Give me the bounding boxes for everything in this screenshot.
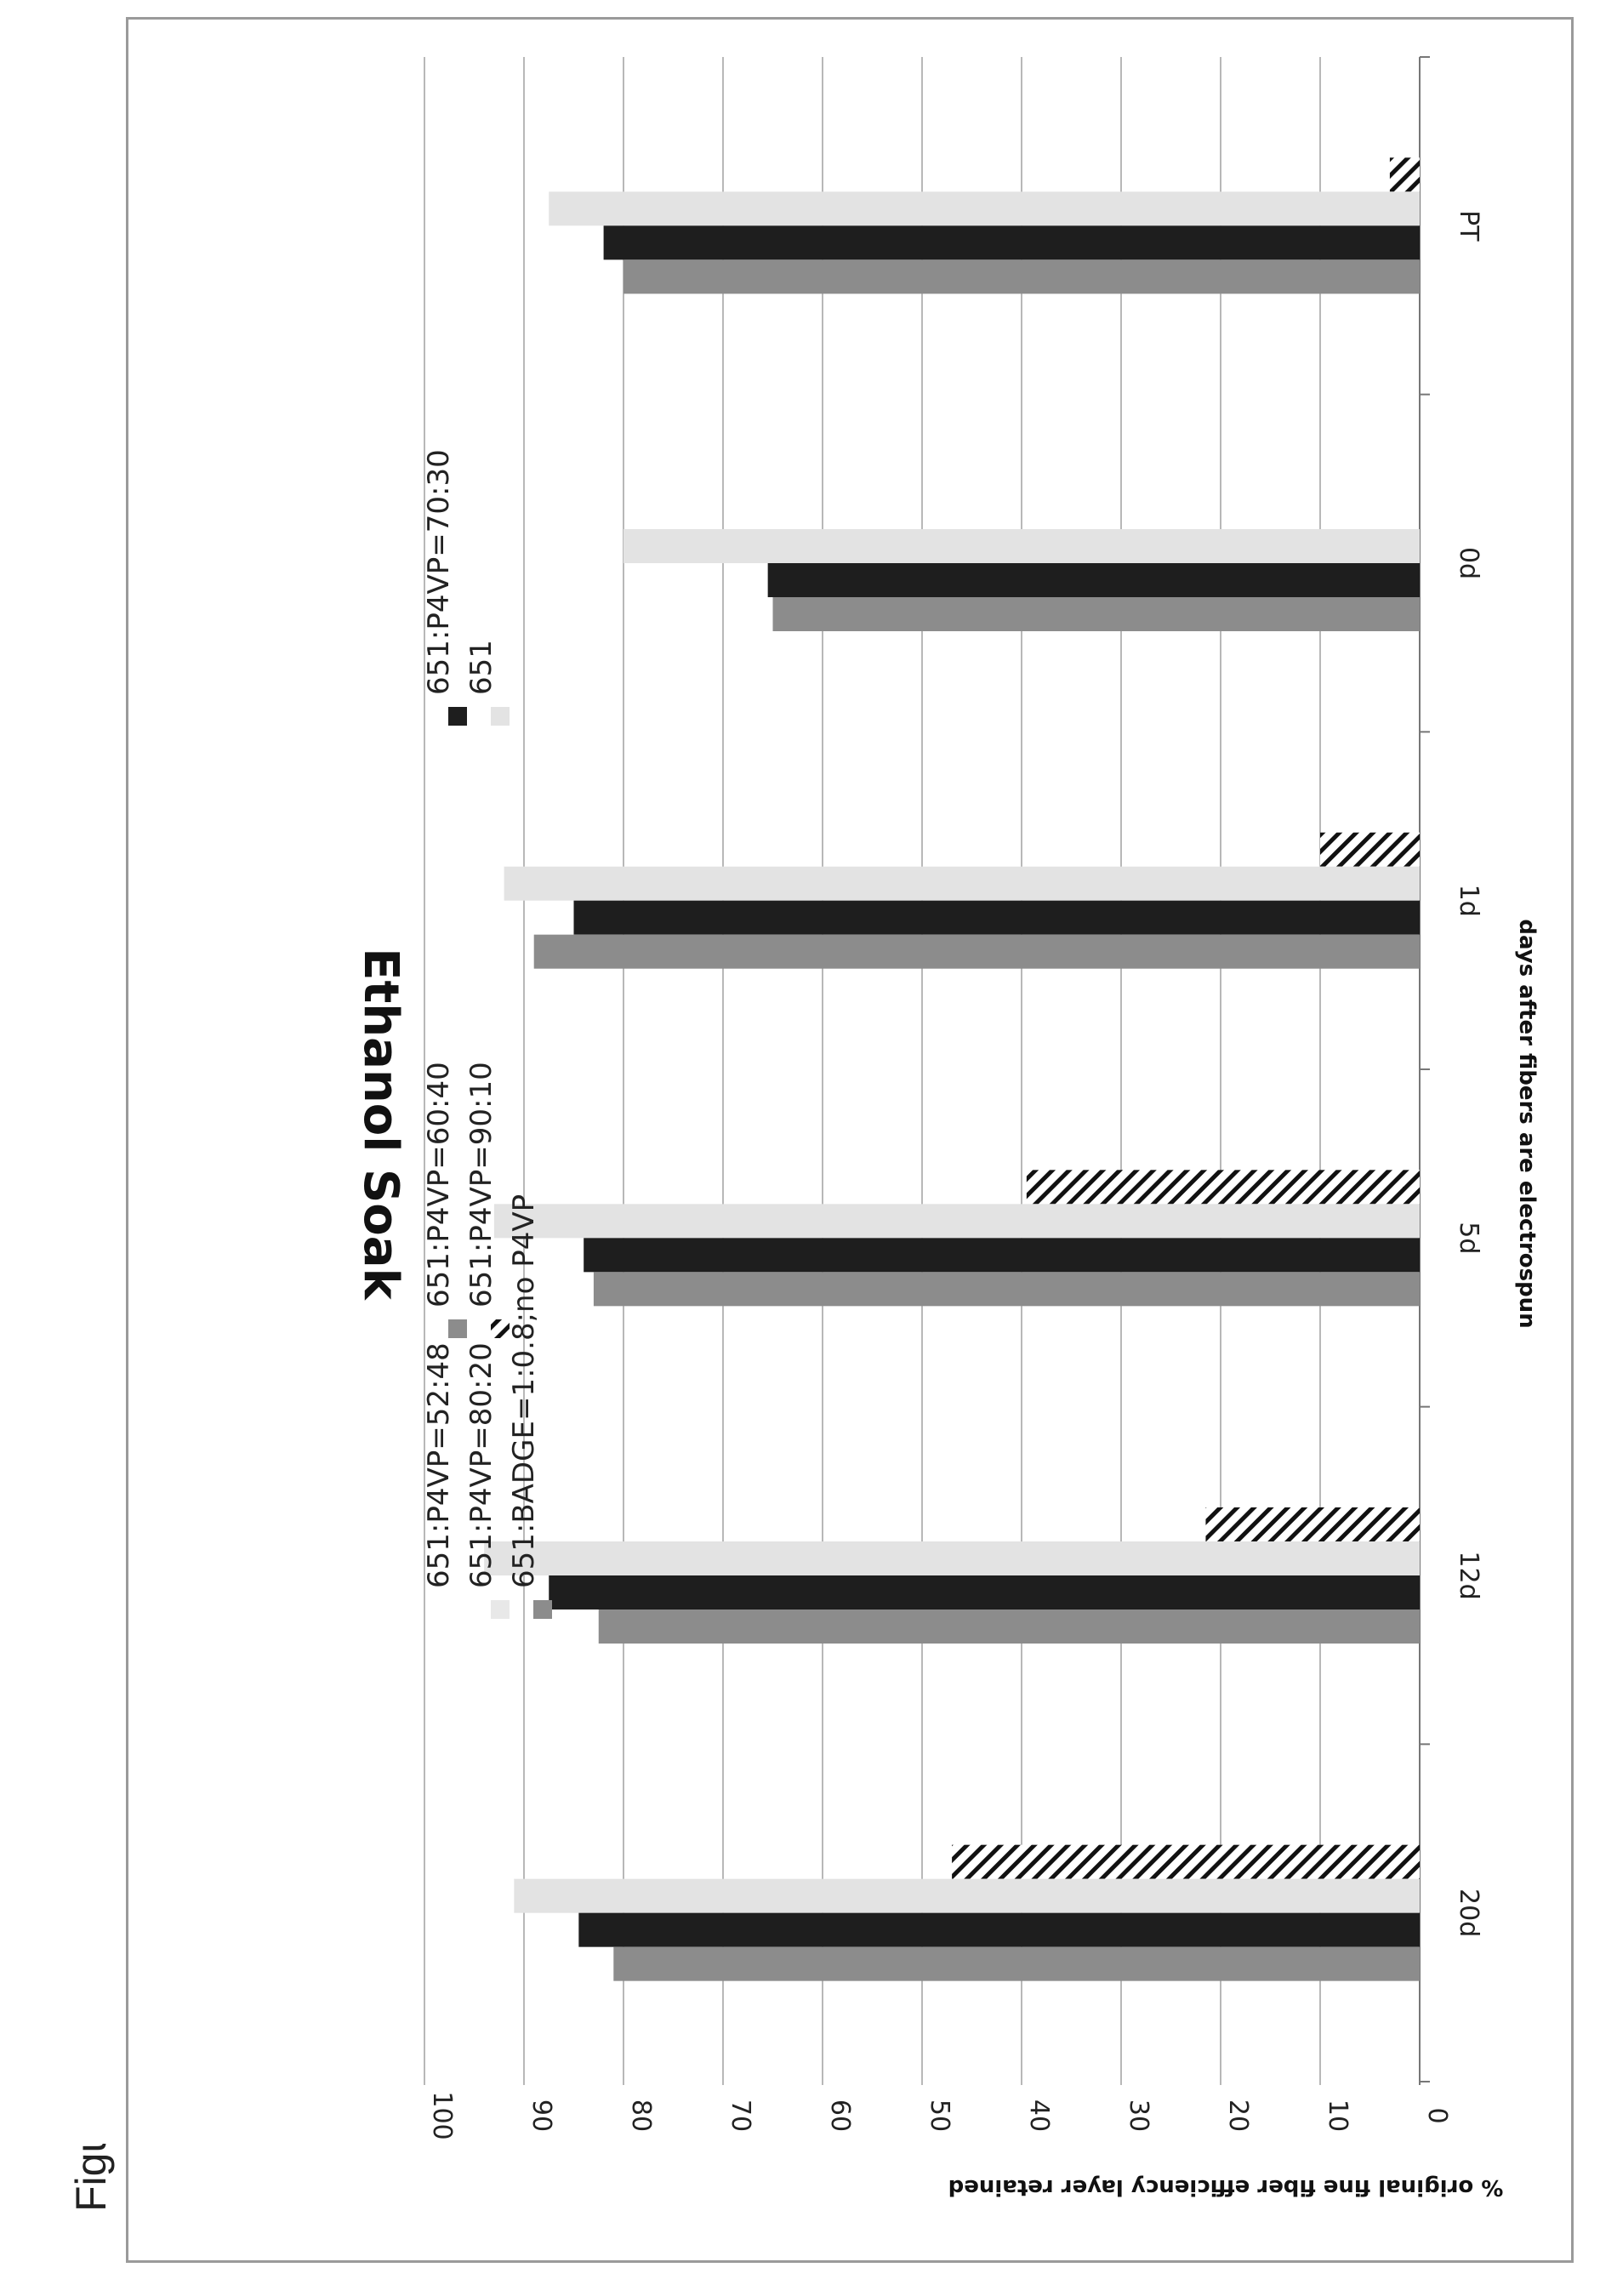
chart: 0 10 20 30 40 50 60 70 80 90 100 PT 0d 1d 5d 12d 20d 65… xyxy=(353,56,1540,2200)
y-tick-label: 70 xyxy=(726,2099,755,2132)
x-tick-label: PT xyxy=(1454,210,1483,242)
legend-swatch xyxy=(491,707,510,726)
y-tick-label: 0 xyxy=(1422,2107,1452,2123)
bar-1d-3 xyxy=(533,934,1421,969)
x-tick-label: 5d xyxy=(1454,1222,1483,1254)
y-tick-label: 90 xyxy=(527,2099,556,2132)
figure-label: Figure 6A xyxy=(67,2144,115,2212)
chart-container: 0 10 20 30 40 50 60 70 80 90 100 PT 0d 1d 5d 12d 20d 65… xyxy=(126,17,1574,2263)
y-tick-label: 60 xyxy=(825,2099,855,2132)
bar-12d-0 xyxy=(1205,1507,1420,1541)
y-tick-label: 50 xyxy=(925,2099,954,2132)
x-axis-title: days after fibers are electrospun xyxy=(1514,919,1540,1328)
bar-5d-1 xyxy=(493,1204,1420,1239)
bar-PT-3 xyxy=(623,259,1420,294)
bar-1d-1 xyxy=(504,866,1420,901)
bar-12d-1 xyxy=(484,1541,1421,1575)
bar-PT-0 xyxy=(1389,157,1420,192)
x-tick-label: 12d xyxy=(1454,1551,1483,1599)
gridlines xyxy=(424,56,1430,2085)
bar-PT-2 xyxy=(603,225,1420,260)
legend-label: 651:P4VP=52:48 xyxy=(422,1342,456,1588)
bar-1d-0 xyxy=(1320,832,1420,867)
legend-swatch xyxy=(448,1319,467,1338)
x-tick-label: 20d xyxy=(1454,1889,1483,1937)
figure-label-text: Figure 6A xyxy=(67,2144,115,2212)
legend-label: 651:P4VP=70:30 xyxy=(422,449,456,695)
bar-20d-2 xyxy=(578,1912,1420,1947)
y-tick-label: 100 xyxy=(427,2091,457,2139)
legend-swatch xyxy=(491,1319,510,1338)
legend-label: 651:BADGE=1:0.8;no P4VP xyxy=(507,1194,541,1588)
legend-label: 651:P4VP=90:10 xyxy=(464,1062,498,1308)
y-tick-label: 40 xyxy=(1024,2099,1054,2132)
bar-20d-1 xyxy=(514,1878,1420,1913)
bar-0d-1 xyxy=(623,529,1420,563)
x-tick-label: 1d xyxy=(1454,885,1483,917)
bars xyxy=(484,157,1421,1981)
legend-label: 651:P4VP=60:40 xyxy=(422,1062,456,1308)
bar-PT-1 xyxy=(549,191,1420,226)
y-tick-label: 80 xyxy=(626,2099,656,2132)
legend: 651:P4VP=52:48 651:P4VP=80:20 651:BADGE=1:… xyxy=(422,449,552,1619)
legend-swatch xyxy=(491,1600,510,1619)
bar-0d-2 xyxy=(767,563,1420,597)
bar-5d-0 xyxy=(1026,1170,1420,1205)
category-labels: PT 0d 1d 5d 12d 20d xyxy=(1454,210,1483,1937)
legend-swatch xyxy=(533,1600,552,1619)
chart-title: Ethanol Soak xyxy=(353,948,408,1301)
bar-12d-2 xyxy=(549,1575,1420,1609)
x-tick-label: 0d xyxy=(1454,547,1483,579)
y-tick-label: 20 xyxy=(1223,2099,1253,2132)
axis-ticks: 0 10 20 30 40 50 60 70 80 90 100 xyxy=(427,2091,1452,2139)
legend-swatch xyxy=(448,707,467,726)
y-tick-label: 30 xyxy=(1124,2099,1153,2132)
bar-12d-3 xyxy=(598,1609,1420,1644)
bar-5d-2 xyxy=(584,1238,1420,1273)
bar-5d-3 xyxy=(593,1272,1420,1307)
y-axis-title: % original fine fiber efficiency layer r… xyxy=(948,2174,1504,2200)
legend-label: 651:P4VP=80:20 xyxy=(464,1342,498,1588)
y-tick-label: 10 xyxy=(1323,2099,1352,2132)
legend-label: 651 xyxy=(464,640,498,695)
bar-1d-2 xyxy=(573,900,1420,935)
bar-20d-3 xyxy=(613,1946,1420,1981)
legend-swatch xyxy=(448,1600,467,1619)
bar-0d-3 xyxy=(772,597,1420,631)
bar-20d-0 xyxy=(952,1844,1420,1879)
